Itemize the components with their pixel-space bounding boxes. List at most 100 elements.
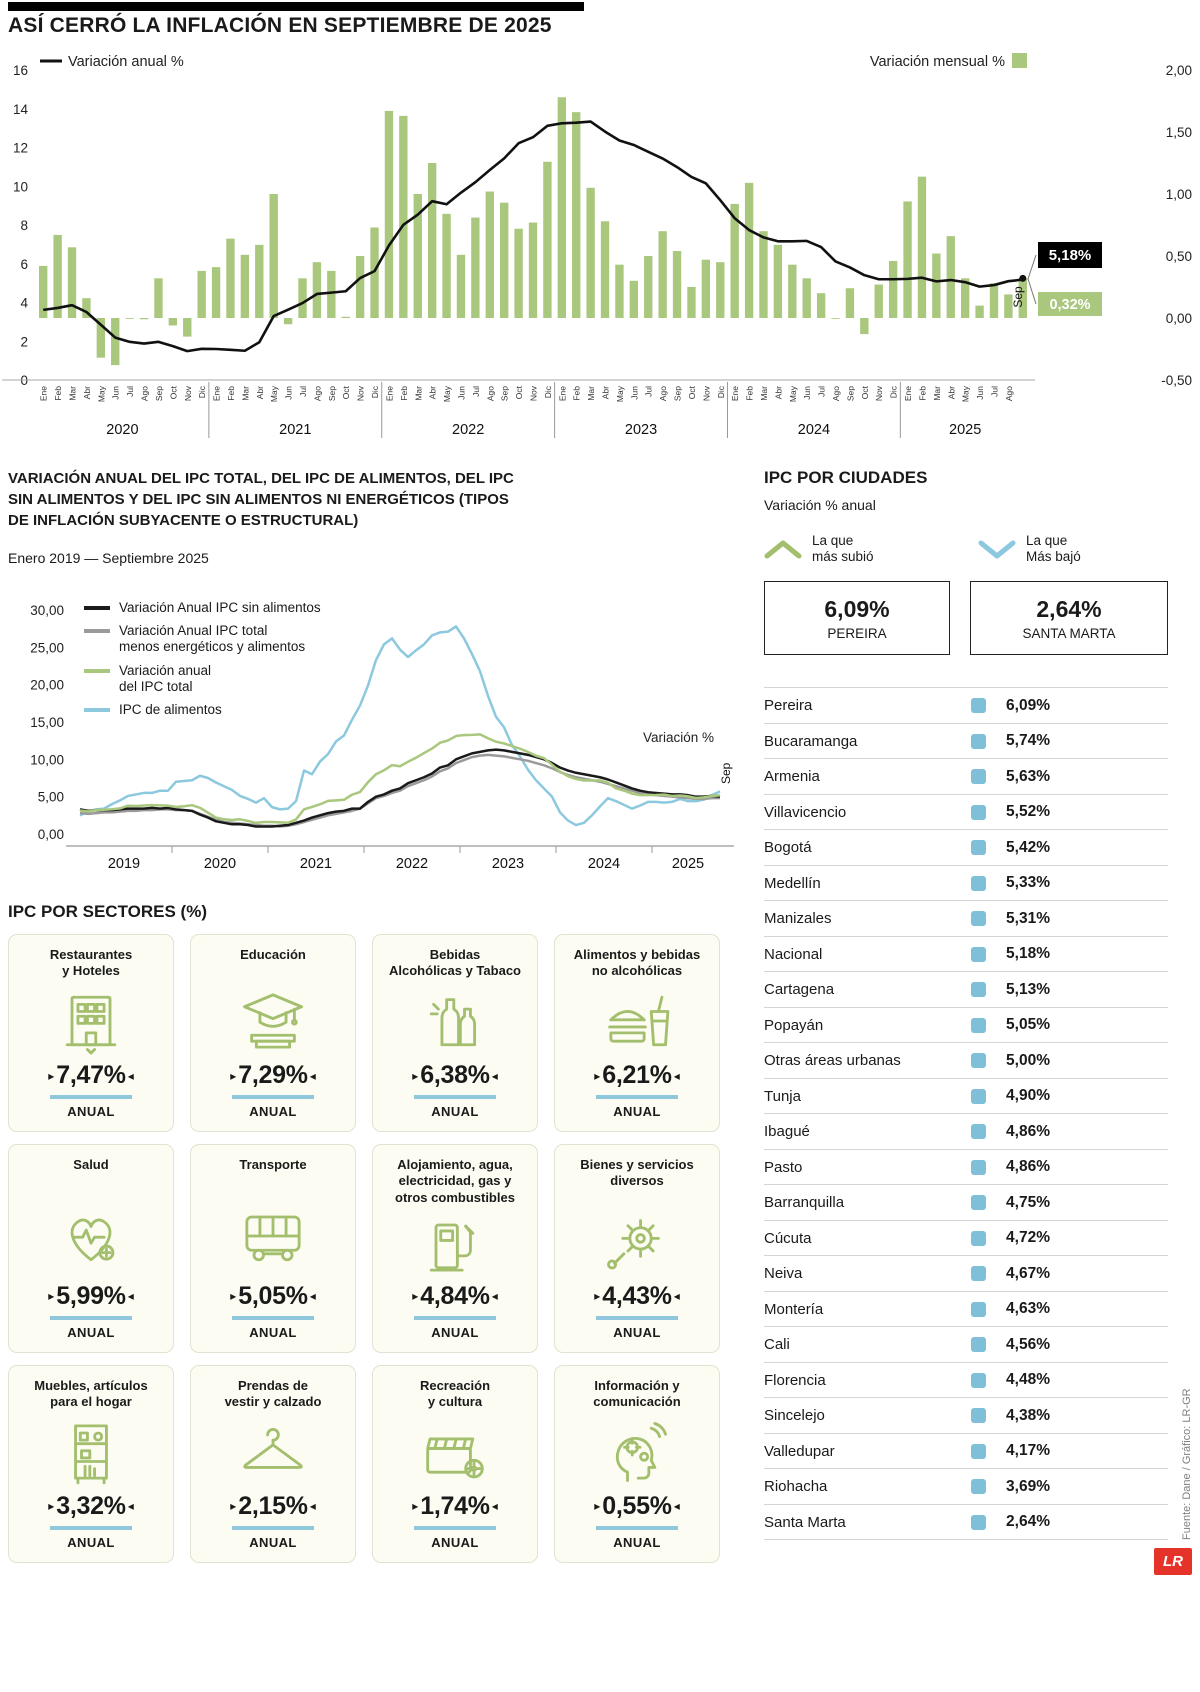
city-value: 4,72% (1006, 1229, 1050, 1247)
city-row: Neiva 4,67% (764, 1256, 1168, 1292)
sector-card: Educación ▸ 7,29% ◂ ANUAL (190, 934, 356, 1132)
title-accent-bar (8, 2, 584, 11)
svg-text:Jun: Jun (456, 386, 466, 400)
legend-swatch (84, 707, 110, 712)
svg-text:2,00: 2,00 (1166, 63, 1192, 78)
sector-title: Alojamiento, agua, electricidad, gas y otr… (395, 1157, 515, 1205)
svg-text:2021: 2021 (300, 856, 332, 872)
highest-city-legend-label: La que más subió (812, 533, 874, 565)
sector-title: Bienes y servicios diversos (580, 1157, 694, 1189)
mind-communication-icon (599, 1412, 675, 1492)
ipc-components-chart: 0,00 5,00 10,00 15,00 20,00 25,00 30,00 2019 202… (30, 603, 734, 872)
svg-text:Jul: Jul (125, 386, 135, 397)
value-underline (50, 1525, 132, 1530)
furniture-icon (53, 1412, 129, 1492)
sector-period-label: ANUAL (249, 1534, 297, 1550)
svg-text:0,32%: 0,32% (1049, 297, 1090, 313)
sector-title: Prendas de vestir y calzado (224, 1377, 322, 1409)
city-row: Pasto 4,86% (764, 1150, 1168, 1186)
legend-label: Variación anual del IPC total (119, 662, 212, 694)
city-row: Tunja 4,90% (764, 1079, 1168, 1115)
city-marker-square (971, 1479, 986, 1495)
legend-text-line: Más bajó (1026, 549, 1081, 565)
sector-title: Restaurantes y Hoteles (49, 947, 133, 979)
fastfood-icon (599, 981, 675, 1061)
city-value: 5,42% (1006, 838, 1050, 856)
legend-label: Variación Anual IPC total menos energétic… (119, 623, 306, 655)
svg-text:Feb: Feb (226, 386, 236, 401)
right-pointer-icon: ◂ (309, 1499, 316, 1514)
right-pointer-icon: ◂ (673, 1289, 680, 1304)
svg-text:Jun: Jun (629, 386, 639, 400)
svg-text:8: 8 (20, 218, 28, 233)
city-row: Villavicencio 5,52% (764, 795, 1168, 831)
sector-title: Transporte (239, 1157, 307, 1172)
svg-text:Sep: Sep (500, 386, 510, 401)
svg-text:Dic: Dic (889, 385, 899, 398)
ipc-variation-title-line: DE INFLACIÓN SUBYACENTE O ESTRUCTURAL) (8, 512, 359, 529)
sector-card: Bienes y servicios diversos ▸ 4,43% ◂ ANUAL (554, 1144, 720, 1353)
sector-value: ▸ 7,47% ◂ (48, 1061, 133, 1090)
city-value: 5,74% (1006, 732, 1050, 750)
right-pointer-icon: ◂ (127, 1068, 134, 1083)
left-pointer-icon: ▸ (594, 1068, 601, 1083)
city-name: Riohacha (764, 1478, 828, 1496)
svg-text:2024: 2024 (798, 422, 830, 438)
legend-label: Variación Anual IPC sin alimentos (119, 600, 321, 615)
city-marker-square (971, 840, 986, 856)
city-value: 3,69% (1006, 1477, 1050, 1495)
sector-card: Restaurantes y Hoteles ▸ 7,47% ◂ ANUAL (8, 934, 174, 1132)
city-name: Bucaramanga (764, 732, 858, 750)
gear-services-icon (599, 1191, 675, 1282)
svg-text:Abr: Abr (946, 386, 956, 399)
sector-value: ▸ 7,29% ◂ (230, 1061, 315, 1090)
value-underline (596, 1525, 678, 1530)
ipc-variation-period: Enero 2019 — Septiembre 2025 (8, 550, 209, 566)
svg-text:Ago: Ago (485, 386, 495, 401)
city-value: 4,63% (1006, 1300, 1050, 1318)
city-name: Montería (764, 1300, 824, 1318)
city-row: Otras áreas urbanas 5,00% (764, 1043, 1168, 1079)
svg-text:Dic: Dic (197, 385, 207, 398)
city-marker-square (971, 804, 986, 820)
city-marker-square (971, 982, 986, 998)
sector-title: Alimentos y bebidas no alcohólicas (573, 947, 701, 979)
sector-period-label: ANUAL (67, 1324, 115, 1340)
highest-city-box: 6,09% PEREIRA (764, 581, 950, 656)
sector-value: ▸ 4,43% ◂ (594, 1282, 679, 1311)
city-highlight-row: 6,09% PEREIRA 2,64% SANTA MARTA (764, 581, 1168, 656)
sector-title: Educación (240, 947, 306, 962)
sector-period-label: ANUAL (613, 1324, 661, 1340)
value-underline (232, 1315, 314, 1320)
cities-subtitle: Variación % anual (764, 497, 876, 513)
city-name: Valledupar (764, 1442, 835, 1460)
svg-text:Feb: Feb (399, 386, 409, 401)
sector-value-text: 4,84% (420, 1281, 490, 1310)
svg-text:Ago: Ago (658, 386, 668, 401)
city-row: Armenia 5,63% (764, 759, 1168, 795)
city-row: Barranquilla 4,75% (764, 1185, 1168, 1221)
city-name: Santa Marta (764, 1513, 846, 1531)
city-marker-square (971, 1088, 986, 1104)
sector-card: Información y comunicación ▸ 0,55% ◂ ANUAL (554, 1364, 720, 1563)
city-value: 5,18% (1006, 945, 1050, 963)
ipc-components-legend: Variación Anual IPC sin alimentos Variaci… (84, 600, 364, 725)
sector-card: Prendas de vestir y calzado ▸ 2,15% ◂ ANUAL (190, 1364, 356, 1563)
svg-text:Ago: Ago (140, 386, 150, 401)
svg-text:Jun: Jun (284, 386, 294, 400)
lowest-city-legend-label: La que Más bajó (1026, 533, 1081, 565)
svg-text:0,00: 0,00 (38, 827, 64, 842)
svg-text:Ago: Ago (1004, 386, 1014, 401)
legend-text-line: más subió (812, 549, 874, 565)
sector-card: Salud ▸ 5,99% ◂ ANUAL (8, 1144, 174, 1353)
bottles-icon (417, 981, 493, 1061)
svg-text:0,00: 0,00 (1166, 311, 1192, 326)
right-pointer-icon: ◂ (673, 1499, 680, 1514)
city-name: Popayán (764, 1016, 824, 1034)
sector-card: Transporte ▸ 5,05% ◂ ANUAL (190, 1144, 356, 1353)
svg-text:10: 10 (13, 179, 28, 194)
svg-text:Dic: Dic (716, 385, 726, 398)
city-name: Otras áreas urbanas (764, 1052, 901, 1070)
svg-text:Ene: Ene (903, 386, 913, 401)
right-pointer-icon: ◂ (309, 1289, 316, 1304)
